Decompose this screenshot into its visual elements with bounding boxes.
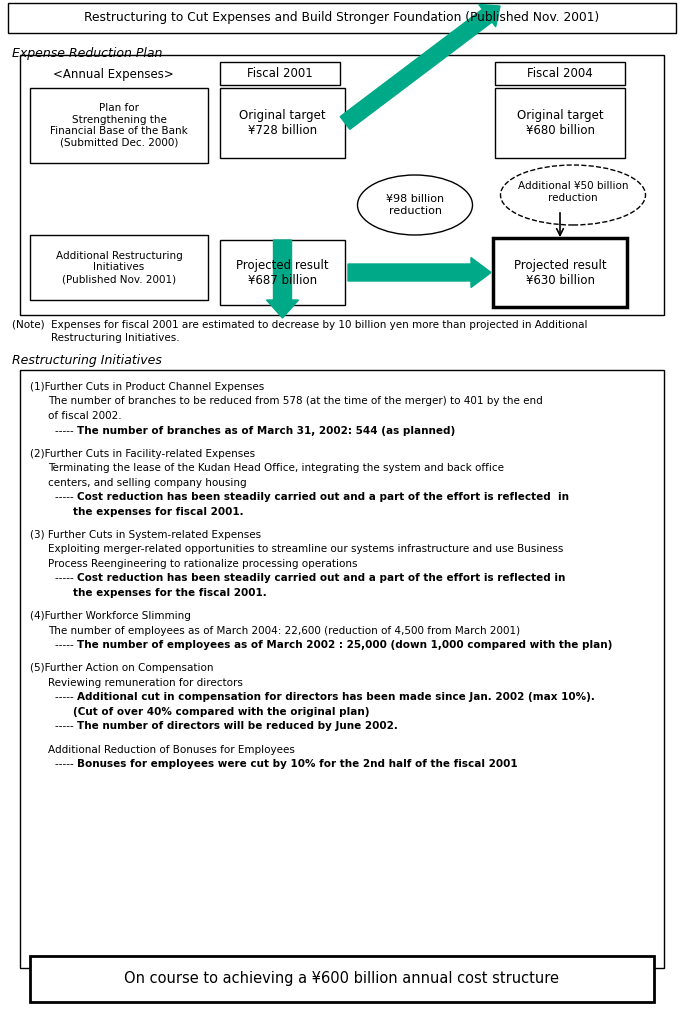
Text: of fiscal 2002.: of fiscal 2002. [48, 411, 122, 421]
Text: (5)Further Action on Compensation: (5)Further Action on Compensation [30, 663, 213, 673]
FancyBboxPatch shape [495, 88, 625, 158]
FancyBboxPatch shape [30, 956, 654, 1002]
FancyBboxPatch shape [20, 55, 664, 315]
FancyBboxPatch shape [30, 88, 208, 163]
Ellipse shape [501, 165, 646, 225]
FancyBboxPatch shape [495, 62, 625, 85]
Text: Additional cut in compensation for directors has been made since Jan. 2002 (max : Additional cut in compensation for direc… [77, 692, 595, 702]
Ellipse shape [358, 175, 473, 235]
Text: Terminating the lease of the Kudan Head Office, integrating the system and back : Terminating the lease of the Kudan Head … [48, 463, 504, 473]
Text: Additional Reduction of Bonuses for Employees: Additional Reduction of Bonuses for Empl… [48, 745, 295, 755]
Text: Reviewing remuneration for directors: Reviewing remuneration for directors [48, 678, 243, 688]
FancyBboxPatch shape [30, 235, 208, 300]
Text: the expenses for fiscal 2001.: the expenses for fiscal 2001. [73, 507, 244, 517]
Text: Cost reduction has been steadily carried out and a part of the effort is reflect: Cost reduction has been steadily carried… [77, 492, 569, 502]
FancyBboxPatch shape [493, 238, 627, 307]
Text: Fiscal 2004: Fiscal 2004 [527, 67, 593, 80]
Text: ¥98 billion
reduction: ¥98 billion reduction [386, 194, 444, 216]
Text: The number of directors will be reduced by June 2002.: The number of directors will be reduced … [77, 721, 398, 732]
Text: Restructuring Initiatives.: Restructuring Initiatives. [12, 333, 180, 343]
Text: -----: ----- [55, 492, 80, 502]
Text: Original target
¥680 billion: Original target ¥680 billion [516, 109, 603, 137]
Text: Restructuring Initiatives: Restructuring Initiatives [12, 354, 162, 367]
Text: The number of branches to be reduced from 578 (at the time of the merger) to 401: The number of branches to be reduced fro… [48, 397, 542, 407]
Text: (3) Further Cuts in System-related Expenses: (3) Further Cuts in System-related Expen… [30, 530, 261, 540]
Text: The number of employees as of March 2002 : 25,000 (down 1,000 compared with the : The number of employees as of March 2002… [77, 640, 612, 650]
Text: Additional ¥50 billion
reduction: Additional ¥50 billion reduction [518, 182, 628, 203]
Text: -----: ----- [55, 759, 80, 769]
Text: -----: ----- [55, 573, 80, 583]
Text: Exploiting merger-related opportunities to streamline our systems infrastructure: Exploiting merger-related opportunities … [48, 545, 564, 554]
Text: Cost reduction has been steadily carried out and a part of the effort is reflect: Cost reduction has been steadily carried… [77, 573, 566, 583]
Text: Fiscal 2001: Fiscal 2001 [247, 67, 313, 80]
Text: (4)Further Workforce Slimming: (4)Further Workforce Slimming [30, 611, 191, 622]
FancyBboxPatch shape [220, 62, 340, 85]
Text: (Note)  Expenses for fiscal 2001 are estimated to decrease by 10 billion yen mor: (Note) Expenses for fiscal 2001 are esti… [12, 320, 588, 330]
Text: <Annual Expenses>: <Annual Expenses> [53, 68, 173, 81]
Text: Process Reengineering to rationalize processing operations: Process Reengineering to rationalize pro… [48, 559, 358, 569]
Text: Plan for
Strengthening the
Financial Base of the Bank
(Submitted Dec. 2000): Plan for Strengthening the Financial Bas… [50, 103, 188, 148]
Text: The number of employees as of March 2004: 22,600 (reduction of 4,500 from March : The number of employees as of March 2004… [48, 626, 520, 636]
Text: centers, and selling company housing: centers, and selling company housing [48, 477, 247, 487]
FancyArrow shape [340, 4, 500, 129]
Text: (1)Further Cuts in Product Channel Expenses: (1)Further Cuts in Product Channel Expen… [30, 382, 264, 393]
Text: -----: ----- [55, 692, 80, 702]
Text: -----: ----- [55, 721, 80, 732]
FancyBboxPatch shape [220, 240, 345, 305]
Text: The number of branches as of March 31, 2002: 544 (as planned): The number of branches as of March 31, 2… [77, 426, 456, 436]
Text: -----: ----- [55, 640, 80, 650]
FancyBboxPatch shape [220, 88, 345, 158]
Text: (2)Further Cuts in Facility-related Expenses: (2)Further Cuts in Facility-related Expe… [30, 449, 255, 459]
Text: Restructuring to Cut Expenses and Build Stronger Foundation (Published Nov. 2001: Restructuring to Cut Expenses and Build … [84, 11, 600, 24]
Text: the expenses for the fiscal 2001.: the expenses for the fiscal 2001. [73, 588, 267, 598]
FancyArrow shape [348, 257, 491, 288]
Text: On course to achieving a ¥600 billion annual cost structure: On course to achieving a ¥600 billion an… [124, 972, 560, 987]
Text: Bonuses for employees were cut by 10% for the 2nd half of the fiscal 2001: Bonuses for employees were cut by 10% fo… [77, 759, 518, 769]
Text: Expense Reduction Plan: Expense Reduction Plan [12, 47, 162, 60]
FancyBboxPatch shape [20, 370, 664, 968]
FancyArrow shape [267, 240, 298, 318]
Text: Projected result
¥687 billion: Projected result ¥687 billion [236, 258, 329, 287]
Text: -----: ----- [55, 426, 80, 436]
Text: Original target
¥728 billion: Original target ¥728 billion [239, 109, 326, 137]
Text: Additional Restructuring
Initiatives
(Published Nov. 2001): Additional Restructuring Initiatives (Pu… [55, 251, 183, 285]
Text: (Cut of over 40% compared with the original plan): (Cut of over 40% compared with the origi… [73, 706, 369, 716]
Text: Projected result
¥630 billion: Projected result ¥630 billion [514, 258, 606, 287]
FancyBboxPatch shape [8, 3, 676, 33]
